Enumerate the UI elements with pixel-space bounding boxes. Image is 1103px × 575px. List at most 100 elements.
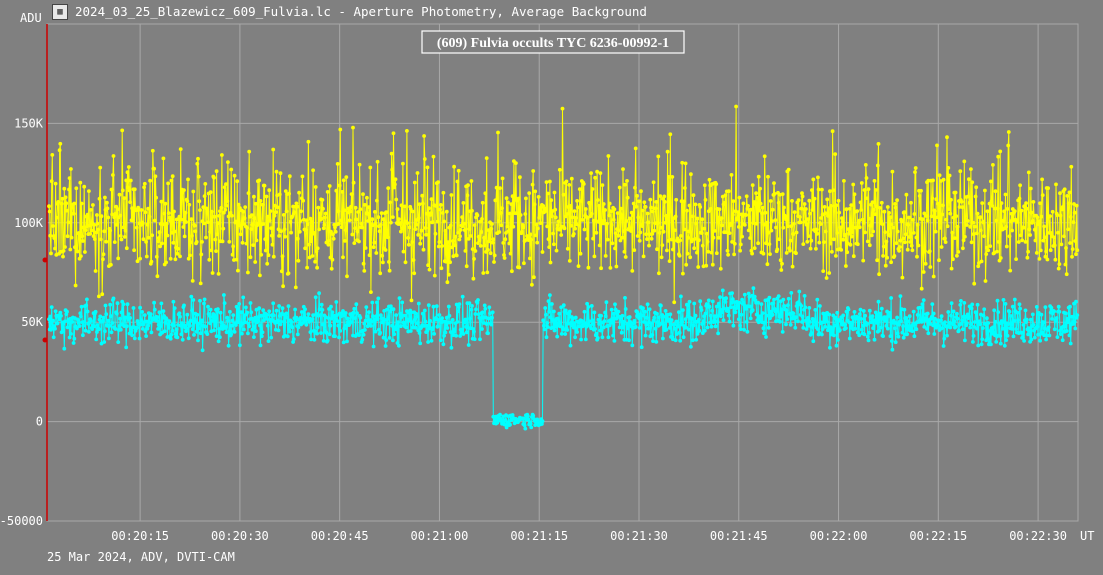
comparison-data-point: [1074, 203, 1079, 208]
comparison-data-point: [270, 242, 275, 247]
comparison-data-point: [256, 221, 261, 226]
comparison-data-point: [659, 255, 664, 260]
comparison-data-point: [645, 211, 650, 216]
comparison-data-point: [920, 217, 925, 222]
comparison-data-point: [264, 194, 269, 199]
target-data-point: [200, 318, 204, 323]
target-data-point: [744, 320, 749, 324]
target-data-point: [523, 426, 528, 431]
target-data-point: [172, 306, 177, 310]
comparison-data-point: [166, 211, 171, 216]
comparison-data-point: [779, 268, 784, 272]
target-data-point: [392, 332, 397, 337]
comparison-data-point: [73, 283, 78, 288]
comparison-data-point: [998, 149, 1003, 154]
comparison-data-point: [789, 224, 794, 229]
target-data-point: [480, 310, 485, 315]
comparison-data-point: [620, 235, 625, 240]
comparison-data-point: [544, 209, 548, 213]
comparison-data-point: [466, 183, 470, 188]
comparison-data-point: [788, 238, 793, 243]
comparison-data-point: [702, 183, 707, 188]
target-data-point: [803, 305, 808, 310]
target-data-point: [762, 320, 767, 325]
target-data-point: [383, 318, 387, 322]
target-data-point: [418, 341, 423, 346]
comparison-data-point: [817, 240, 822, 245]
comparison-data-point: [838, 225, 843, 230]
target-data-point: [786, 296, 791, 301]
comparison-data-point: [823, 211, 828, 216]
comparison-data-point: [939, 245, 944, 249]
comparison-data-point: [357, 162, 362, 167]
comparison-data-point: [93, 237, 97, 242]
comparison-data-point: [883, 263, 888, 268]
target-data-point: [295, 332, 300, 337]
target-data-point: [210, 318, 214, 323]
target-data-point: [1004, 338, 1009, 342]
target-data-point: [742, 292, 747, 297]
comparison-data-point: [243, 205, 248, 210]
target-data-point: [985, 316, 989, 321]
target-data-point: [881, 334, 885, 338]
target-data-point: [637, 326, 642, 330]
target-data-point: [417, 331, 422, 335]
comparison-data-point: [506, 229, 511, 233]
target-data-point: [815, 297, 820, 302]
target-data-point: [123, 315, 128, 320]
comparison-data-point: [639, 189, 643, 194]
target-data-point: [189, 294, 194, 299]
comparison-data-point: [921, 270, 926, 274]
comparison-data-point: [252, 216, 257, 221]
target-data-point: [716, 301, 721, 306]
target-data-point: [424, 323, 429, 328]
target-data-point: [905, 319, 910, 324]
comparison-data-point: [945, 135, 949, 140]
comparison-data-point: [781, 225, 786, 230]
comparison-data-point: [726, 252, 730, 257]
target-data-point: [1068, 304, 1072, 309]
target-data-point: [369, 324, 373, 328]
target-data-point: [177, 311, 182, 316]
target-data-point: [776, 294, 781, 298]
comparison-data-point: [546, 191, 550, 196]
target-data-point: [49, 305, 54, 309]
comparison-data-point: [244, 241, 249, 246]
target-data-point: [796, 319, 800, 324]
comparison-data-point: [1040, 177, 1044, 182]
comparison-data-point: [613, 246, 617, 251]
comparison-data-point: [766, 230, 771, 235]
chart-app-icon[interactable]: ▦: [52, 4, 68, 20]
comparison-data-point: [961, 238, 966, 243]
comparison-data-point: [245, 225, 250, 230]
target-data-point: [676, 324, 681, 329]
target-data-point: [256, 318, 260, 323]
comparison-data-point: [128, 200, 133, 205]
comparison-data-point: [827, 271, 832, 275]
comparison-data-point: [606, 154, 611, 158]
comparison-data-point: [688, 255, 693, 260]
target-data-point: [895, 315, 899, 320]
comparison-data-point: [175, 251, 180, 256]
comparison-data-point: [202, 221, 206, 226]
comparison-data-point: [468, 234, 473, 238]
comparison-data-point: [925, 218, 930, 223]
comparison-data-point: [934, 197, 939, 202]
target-data-point: [218, 335, 222, 340]
comparison-data-point: [448, 223, 453, 228]
comparison-data-point: [61, 254, 65, 259]
comparison-data-point: [72, 201, 77, 206]
comparison-data-point: [554, 248, 559, 253]
comparison-data-point: [873, 188, 878, 192]
target-data-point: [434, 316, 438, 320]
target-data-point: [219, 320, 224, 325]
target-data-point: [951, 309, 956, 314]
target-data-point: [1072, 319, 1077, 324]
target-data-point: [190, 308, 194, 313]
target-data-point: [739, 312, 744, 317]
comparison-data-point: [983, 279, 988, 283]
target-data-point: [601, 325, 606, 330]
comparison-data-point: [138, 256, 143, 261]
comparison-data-point: [647, 243, 651, 248]
